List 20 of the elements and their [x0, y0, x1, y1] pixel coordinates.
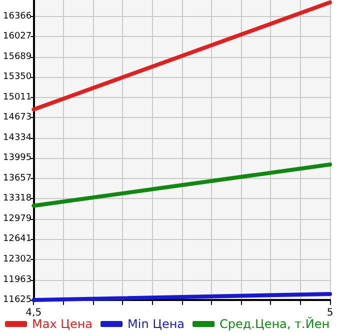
legend-label: Min Цена — [128, 317, 185, 331]
y-tick-label: 12979 — [2, 214, 32, 224]
y-tick-label: 13995 — [2, 153, 32, 164]
legend-label: Сред.Цена, т.Йен — [220, 316, 330, 331]
x-tick-label: 4,5 — [26, 308, 42, 318]
y-tick-label: 13657 — [2, 173, 32, 184]
y-tick-label: 11625 — [2, 295, 32, 305]
legend-label: Max Цена — [32, 317, 93, 331]
y-tick-label: 15350 — [2, 72, 32, 82]
y-tick-label: 13318 — [2, 194, 32, 204]
y-tick-label: 12641 — [2, 234, 32, 244]
y-tick-label: 14334 — [2, 132, 32, 143]
y-tick-label: 16027 — [2, 32, 32, 42]
y-tick-label: 11963 — [2, 274, 32, 285]
y-tick-label: 16366 — [2, 11, 32, 22]
x-tick-label: 5 — [326, 308, 334, 318]
y-tick-label: 15689 — [2, 52, 32, 62]
y-tick-label: 15011 — [2, 92, 32, 102]
y-tick-label: 12302 — [2, 254, 32, 264]
y-tick-label: 14673 — [2, 112, 32, 123]
